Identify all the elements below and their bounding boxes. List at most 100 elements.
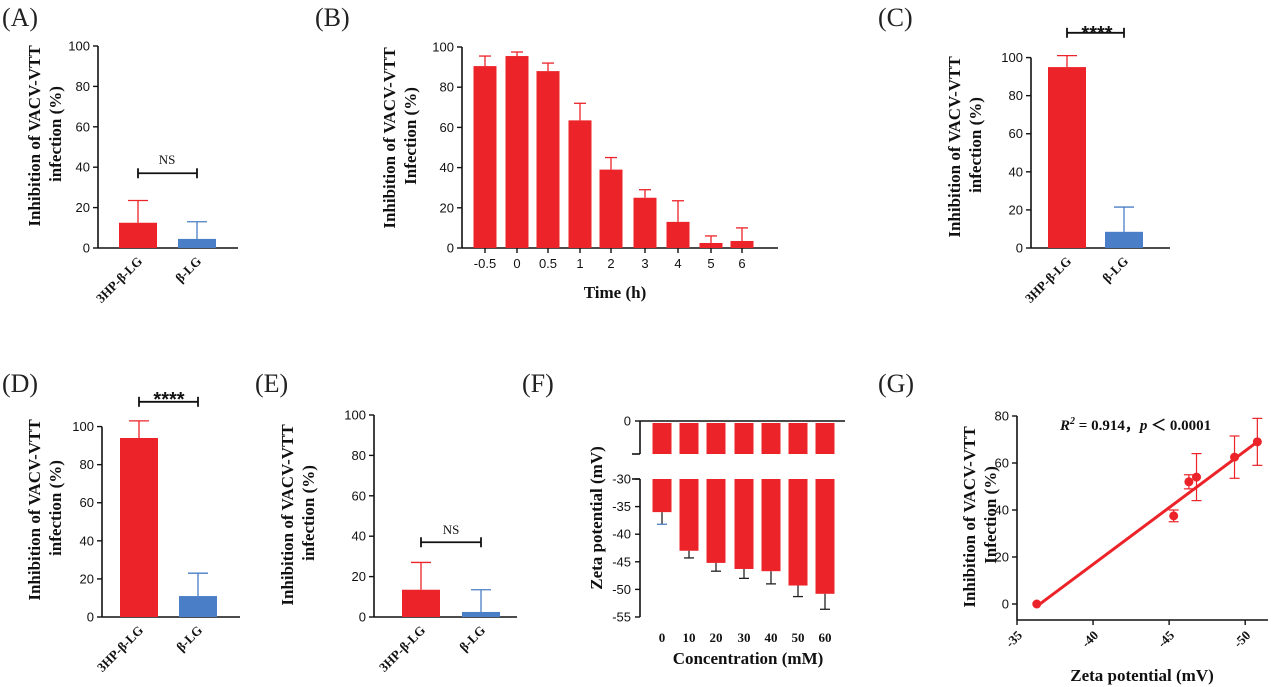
y-tick-label: 80 — [995, 409, 1009, 424]
x-axis-title-f: Concentration (mM) — [673, 649, 824, 668]
y-axis-title-b: Inhibition of VACV-VTT Infection (%) — [380, 43, 420, 228]
y-tick-label: 0 — [1016, 241, 1023, 256]
bar — [633, 197, 657, 248]
panel-e: 0 20 40 60 80 100 3HP-β-LG β-LG — [344, 408, 517, 675]
panel-a: 0 20 40 60 80 100 3HP-β-LG β-LG — [68, 39, 238, 306]
x-tick-label: 3 — [641, 256, 648, 271]
bar — [178, 238, 216, 248]
data-point — [1032, 599, 1042, 609]
p-label: p — [1138, 418, 1148, 434]
data-point — [1184, 477, 1194, 487]
y-tick-label: 100 — [72, 419, 94, 434]
x-tick-label: 20 — [710, 630, 723, 645]
y-tick-label: -40 — [612, 527, 631, 542]
x-tick-label: 5 — [707, 256, 714, 271]
bar — [462, 611, 500, 617]
y-tick-label: 100 — [68, 39, 90, 54]
data-point — [1169, 511, 1179, 521]
y-axis-title-line: Inhibition of VACV-VTT — [380, 47, 399, 229]
x-tick-label: 30 — [738, 630, 751, 645]
r2-value: = 0.914， — [1075, 418, 1140, 434]
y-axis-title-line: Infection (%) — [401, 87, 420, 185]
x-tick-label: -40 — [1078, 628, 1101, 651]
x-tick-label: 0 — [659, 630, 666, 645]
y-tick-label: 60 — [995, 456, 1009, 471]
y-axis-title-line: infection (%) — [299, 465, 318, 561]
y-tick-label: -55 — [612, 610, 631, 625]
bar — [761, 479, 781, 572]
x-tick-label: -0.5 — [474, 256, 496, 271]
bar-upper — [788, 423, 808, 454]
significance-label-c: **** — [1081, 23, 1112, 45]
panel-label-e: (E) — [255, 369, 288, 398]
y-tick-label: 100 — [344, 408, 366, 423]
y-tick-label: 0 — [87, 610, 94, 625]
y-tick-label: -50 — [612, 582, 631, 597]
regression-stat: R2 = 0.914，p ＜ 0.0001 — [1059, 416, 1211, 434]
x-tick-label: 1 — [576, 256, 583, 271]
x-tick-label: 4 — [674, 256, 681, 271]
fit-line — [1035, 440, 1259, 608]
y-tick-label: 0 — [447, 241, 454, 256]
panel-label-b: (B) — [315, 3, 350, 32]
bar-upper — [734, 423, 754, 454]
y-tick-label: 100 — [1001, 50, 1023, 65]
y-tick-label: 0 — [624, 414, 631, 429]
x-tick-label: 60 — [819, 630, 832, 645]
panel-c: 0 20 40 60 80 100 3HP-β-LG β-LG — [1001, 27, 1170, 306]
bar-upper — [761, 423, 781, 454]
bar — [815, 479, 835, 594]
panel-label-d: (D) — [2, 369, 38, 398]
x-tick-label: 3HP-β-LG — [376, 623, 428, 675]
y-tick-label: 40 — [80, 533, 94, 548]
bar — [679, 479, 699, 551]
x-axis-title-g: Zeta potential (mV) — [1070, 666, 1214, 685]
y-tick-label: -35 — [612, 499, 631, 514]
y-tick-label: 20 — [80, 571, 94, 586]
bar-upper — [679, 423, 699, 454]
panel-d: 0 20 40 60 80 100 3HP-β-LG β-LG — [72, 396, 240, 675]
bar — [666, 221, 690, 248]
panel-label-a: (A) — [2, 3, 38, 32]
bar — [179, 596, 217, 617]
bar — [1105, 231, 1143, 248]
y-tick-label: 20 — [76, 200, 90, 215]
x-tick-label: β-LG — [456, 623, 488, 655]
p-value: ＜ 0.0001 — [1147, 418, 1211, 434]
significance-label-d: **** — [153, 389, 184, 411]
y-tick-label: 0 — [359, 610, 366, 625]
bar — [473, 66, 497, 248]
y-axis-title-line: Inhibition of VACV-VTT — [960, 426, 979, 608]
bar — [699, 242, 723, 248]
y-axis-title-d: Inhibition of VACV-VTT infection (%) — [25, 415, 65, 600]
bar — [652, 479, 672, 513]
y-tick-label: 40 — [995, 503, 1009, 518]
panel-g: 0 20 40 60 80 -35 -40 -45 -50 — [995, 409, 1268, 651]
x-tick-label: β-LG — [173, 623, 205, 655]
y-axis-title-line: infection (%) — [46, 460, 65, 556]
x-tick-label: 0.5 — [539, 256, 557, 271]
y-axis-title-line: Infection (%) — [981, 466, 1000, 564]
y-tick-label: 80 — [76, 79, 90, 94]
data-point — [1192, 472, 1202, 482]
y-axis-title-a: Inhibition of VACV-VTT infection (%) — [25, 41, 65, 226]
panel-label-c: (C) — [878, 3, 913, 32]
x-tick-label: -45 — [1154, 627, 1177, 650]
y-tick-label: 40 — [1009, 164, 1023, 179]
y-tick-label: 40 — [352, 529, 366, 544]
y-axis-title-f: Zeta potential (mV) — [587, 446, 606, 590]
y-tick-label: 20 — [1009, 202, 1023, 217]
bar — [120, 437, 158, 617]
y-axis-title-e: Inhibition of VACV-VTT infection (%) — [278, 420, 318, 605]
x-tick-label: 3HP-β-LG — [1022, 254, 1074, 306]
y-tick-label: 60 — [352, 488, 366, 503]
bar-upper — [706, 423, 726, 454]
bar — [599, 169, 623, 248]
y-tick-label: 80 — [352, 448, 366, 463]
bar — [402, 589, 440, 617]
y-tick-label: 20 — [352, 569, 366, 584]
y-tick-label: 20 — [440, 200, 454, 215]
bar-upper — [815, 423, 835, 454]
